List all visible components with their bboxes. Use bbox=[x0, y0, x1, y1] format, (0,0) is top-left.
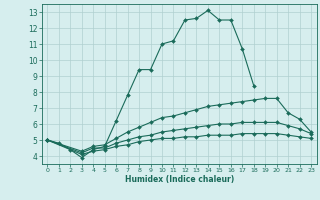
X-axis label: Humidex (Indice chaleur): Humidex (Indice chaleur) bbox=[124, 175, 234, 184]
